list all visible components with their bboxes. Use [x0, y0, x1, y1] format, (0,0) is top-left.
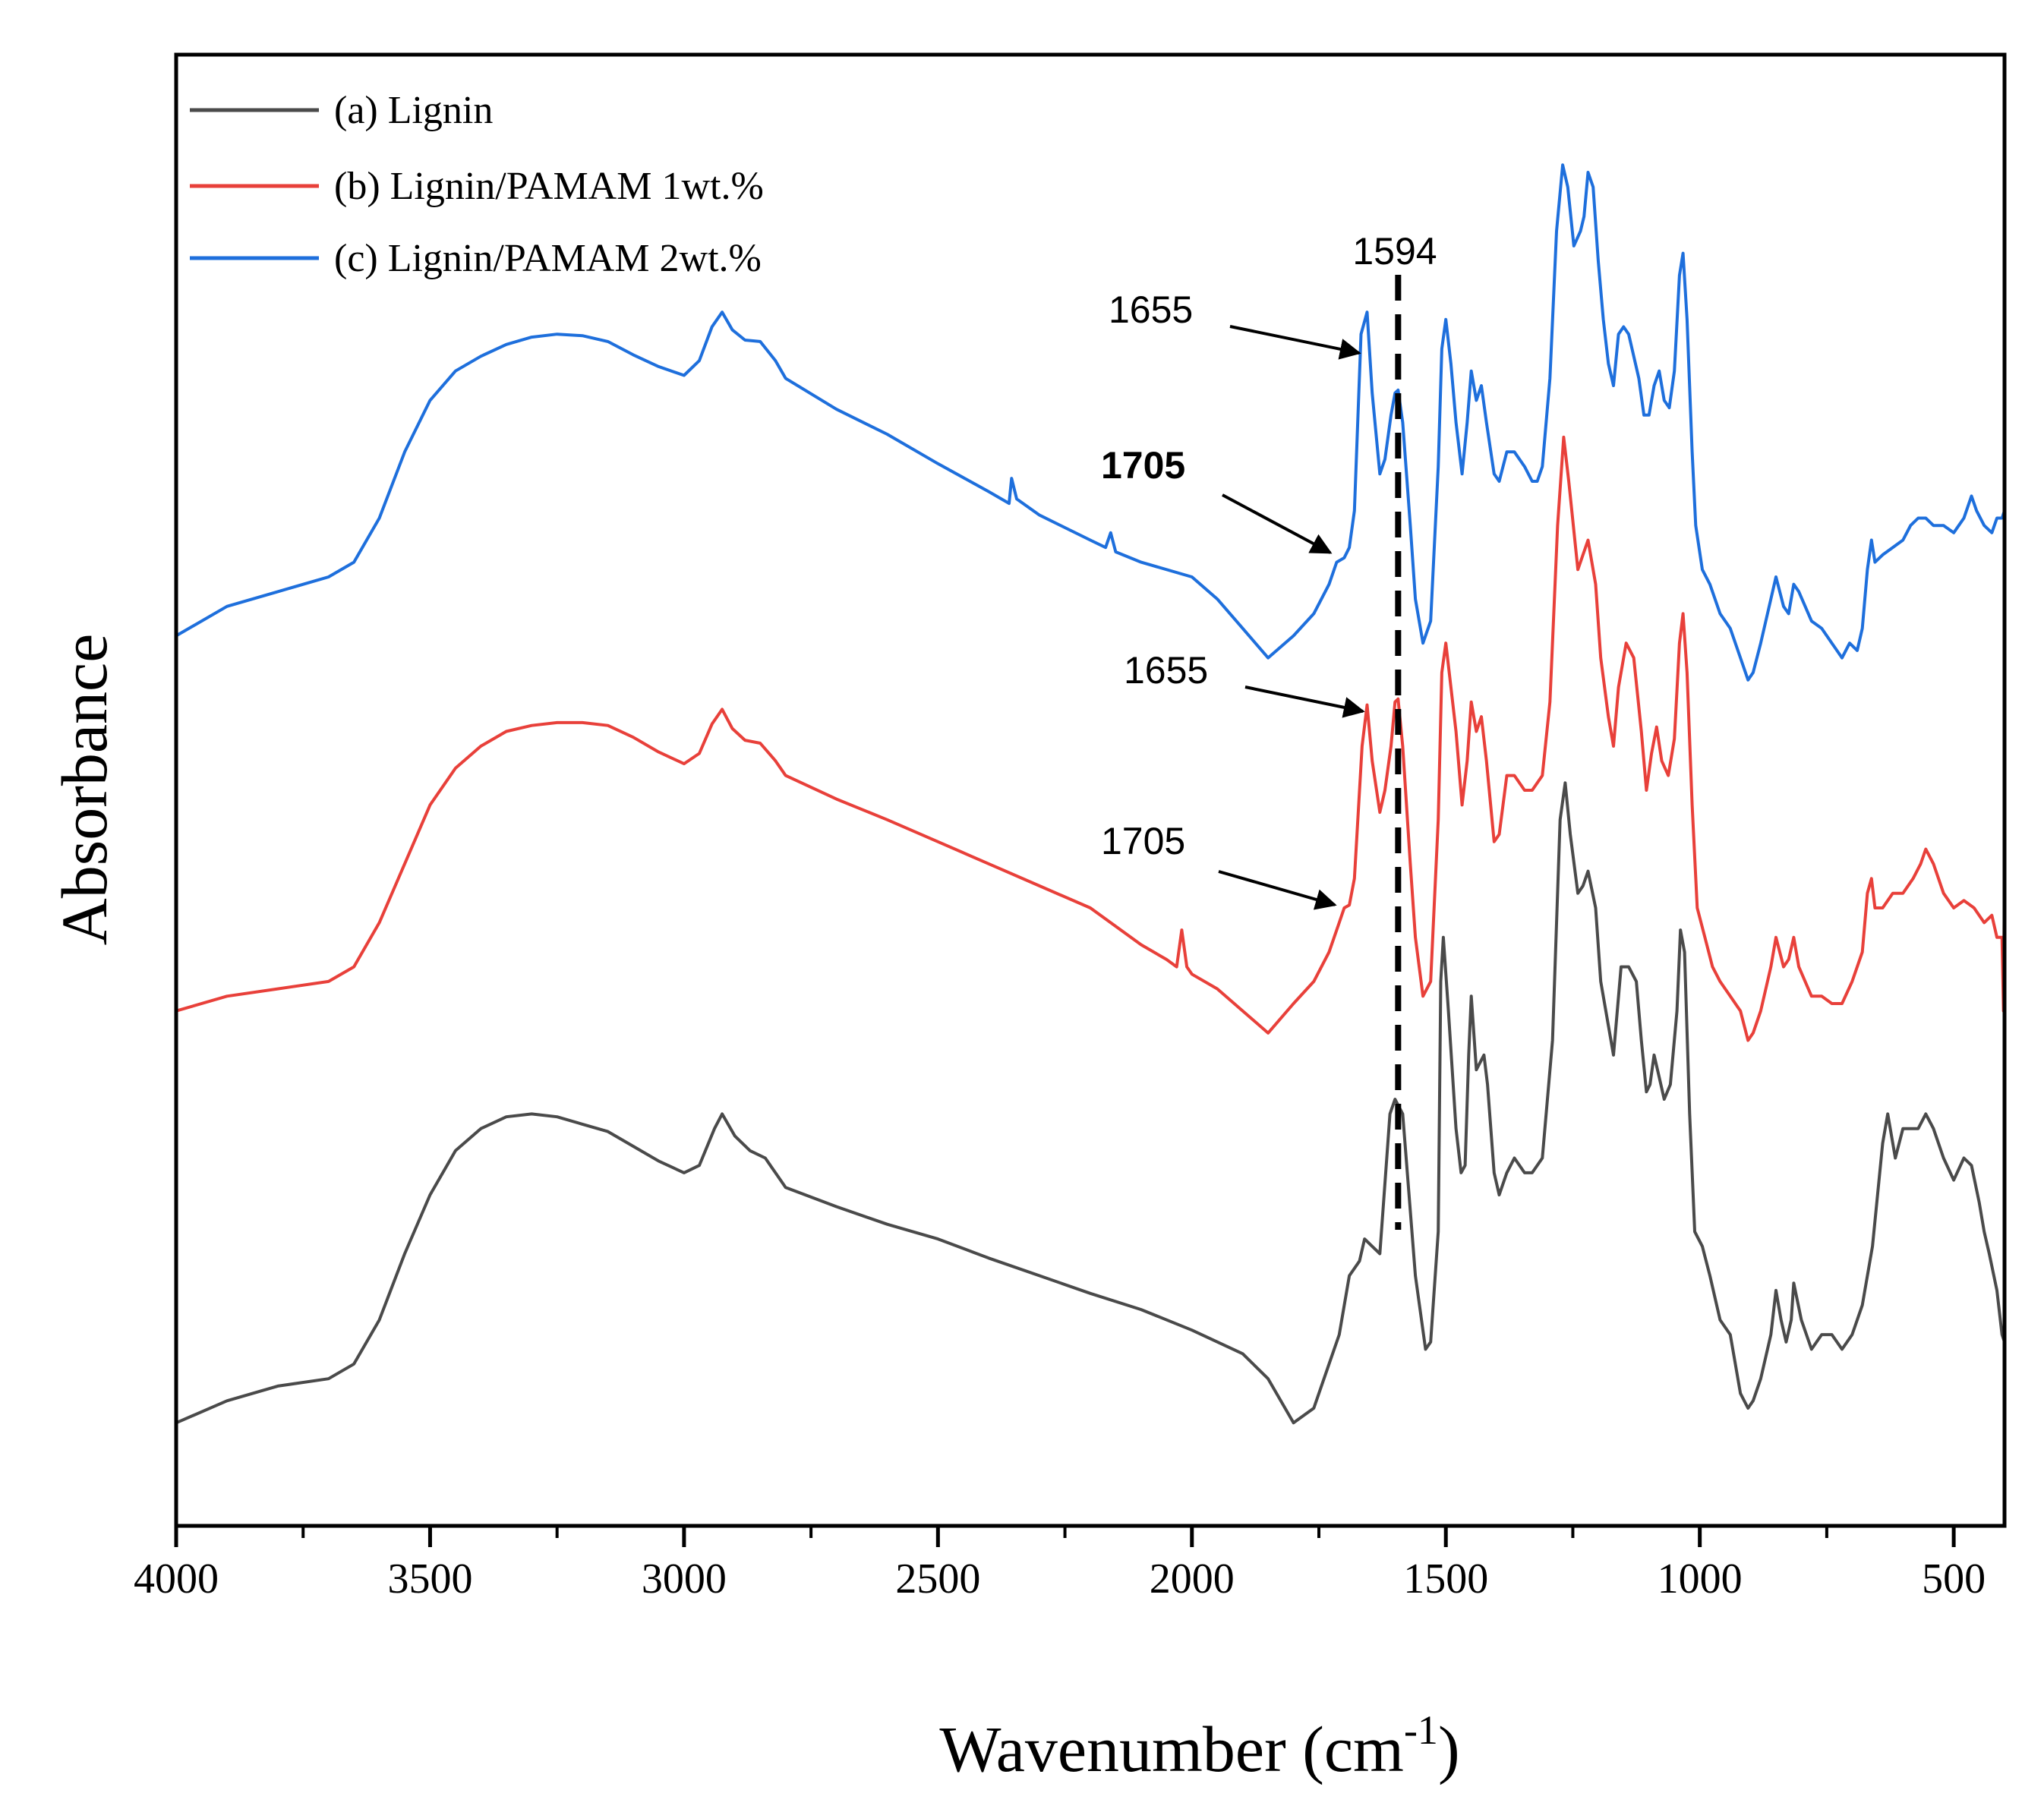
series-line-a — [175, 781, 2006, 1425]
series-line-c — [175, 163, 2006, 682]
axis-layer: 4000 3500 3000 2500 2000 1500 1000 500 — [134, 52, 2007, 1603]
series-line-b — [175, 435, 2006, 1042]
x-tick-label: 2000 — [1150, 1555, 1235, 1603]
legend-label-b: (b) Lignin/PAMAM 1wt.% — [334, 165, 764, 208]
y-axis-title: Absorbance — [48, 634, 121, 946]
annotation-1655-b-label: 1655 — [1124, 649, 1208, 692]
x-tick-label: 1000 — [1658, 1555, 1743, 1603]
x-tick-label: 500 — [1922, 1555, 1986, 1603]
annotation-1705-c-arrow — [1222, 493, 1333, 554]
annotation-1655-c-arrow — [1229, 325, 1361, 360]
x-tick-label: 1500 — [1403, 1555, 1488, 1603]
x-tick-label: 3000 — [642, 1555, 727, 1603]
annotation-1705-b-label: 1705 — [1101, 820, 1185, 862]
annotation-1705-b-arrow — [1218, 870, 1337, 910]
x-axis-title-close: ) — [1438, 1713, 1460, 1785]
x-tick-label: 4000 — [134, 1555, 219, 1603]
series-layer — [175, 163, 2006, 1425]
legend-label-a: (a) Lignin — [334, 89, 493, 132]
annotation-1655-c-label: 1655 — [1109, 288, 1193, 331]
annotation-layer — [1218, 275, 1402, 1230]
legend: (a) Lignin (b) Lignin/PAMAM 1wt.% (c) Li… — [190, 89, 764, 280]
annotation-1655-b-arrow — [1244, 685, 1365, 718]
x-axis-title: Wavenumber (cm-1) — [939, 1707, 1459, 1785]
legend-label-c: (c) Lignin/PAMAM 2wt.% — [334, 237, 762, 280]
x-axis-title-main: Wavenumber (cm — [939, 1713, 1404, 1785]
x-axis-title-superscript: -1 — [1404, 1707, 1438, 1753]
x-tick-label: 3500 — [387, 1555, 472, 1603]
plot-frame — [174, 52, 2007, 1528]
x-tick-label: 2500 — [895, 1555, 980, 1603]
annotation-1705-c-label: 1705 — [1101, 444, 1185, 487]
annotation-1594-label: 1594 — [1352, 230, 1437, 273]
